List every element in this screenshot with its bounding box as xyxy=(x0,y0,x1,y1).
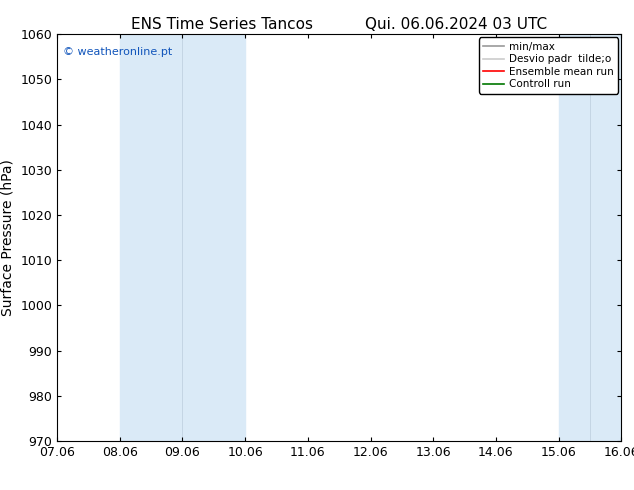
Text: Qui. 06.06.2024 03 UTC: Qui. 06.06.2024 03 UTC xyxy=(365,17,548,32)
Text: © weatheronline.pt: © weatheronline.pt xyxy=(63,47,172,56)
Text: ENS Time Series Tancos: ENS Time Series Tancos xyxy=(131,17,313,32)
Bar xyxy=(559,34,621,441)
Y-axis label: Surface Pressure (hPa): Surface Pressure (hPa) xyxy=(1,159,15,316)
Bar xyxy=(120,34,245,441)
Legend: min/max, Desvio padr  tilde;o, Ensemble mean run, Controll run: min/max, Desvio padr tilde;o, Ensemble m… xyxy=(479,37,618,94)
